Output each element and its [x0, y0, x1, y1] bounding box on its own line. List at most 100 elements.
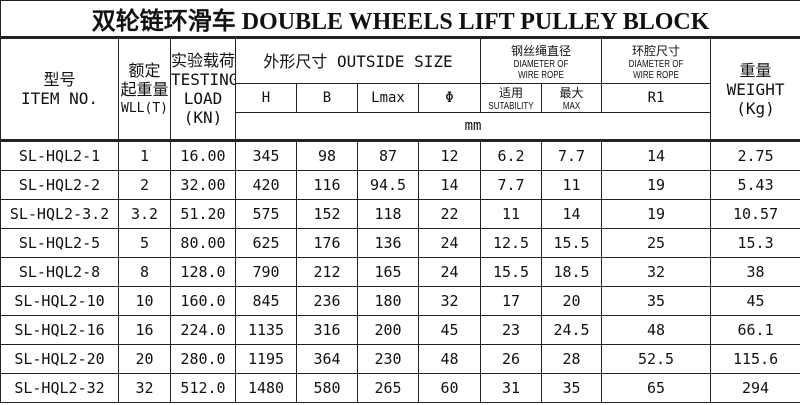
cell-wll: 32	[118, 373, 171, 403]
cell-r1: 65	[601, 373, 711, 403]
cell-weight: 294	[709, 373, 800, 403]
table-row: SL-HQL2-20 20 280.0 1195 364 230 48 26 28 52.5 115…	[0, 344, 800, 374]
table-row: SL-HQL2-32 32 512.0 1480 580 265 60 31 35 65 294	[0, 373, 800, 403]
cell-testing-load: 32.00	[170, 170, 236, 200]
header-suitability: 适用 SUTABILITY	[480, 83, 542, 113]
cell-phi: 12	[418, 139, 481, 171]
cell-r1: 14	[601, 139, 711, 171]
table-body: SL-HQL2-1 1 16.00 345 98 87 12 6.2 7.7 14 2.75 SL-H…	[0, 139, 800, 403]
cell-max: 24.5	[541, 315, 602, 345]
cell-weight: 2.75	[709, 139, 800, 171]
cell-h: 1480	[235, 373, 297, 403]
cell-testing-load: 51.20	[170, 199, 236, 229]
header-b: B	[296, 83, 358, 113]
cell-phi: 60	[418, 373, 481, 403]
cell-item-no: SL-HQL2-1	[0, 139, 119, 171]
table-row: SL-HQL2-1 1 16.00 345 98 87 12 6.2 7.7 14 2.75	[0, 139, 800, 171]
cell-max: 15.5	[541, 228, 602, 258]
header-max: 最大 MAX	[541, 83, 602, 113]
table-title: 双轮链环滑车 DOUBLE WHEELS LIFT PULLEY BLOCK	[0, 0, 800, 39]
cell-item-no: SL-HQL2-8	[0, 257, 119, 287]
cell-max: 18.5	[541, 257, 602, 287]
cell-testing-load: 512.0	[170, 373, 236, 403]
cell-b: 152	[296, 199, 358, 229]
cell-r1: 19	[601, 199, 711, 229]
cell-max: 20	[541, 286, 602, 316]
cell-b: 236	[296, 286, 358, 316]
cell-h: 420	[235, 170, 297, 200]
cell-phi: 22	[418, 199, 481, 229]
cell-lmax: 200	[357, 315, 419, 345]
cell-b: 98	[296, 139, 358, 171]
cell-h: 625	[235, 228, 297, 258]
header-unit: mm	[235, 112, 711, 141]
cell-suitability: 31	[480, 373, 542, 403]
header-wire-rope-diameter: 钢丝绳直径 DIAMETER OF WIRE ROPE	[480, 37, 602, 84]
cell-b: 212	[296, 257, 358, 287]
cell-weight: 115.6	[709, 344, 800, 374]
cell-suitability: 11	[480, 199, 542, 229]
cell-b: 116	[296, 170, 358, 200]
cell-b: 316	[296, 315, 358, 345]
table-row: SL-HQL2-2 2 32.00 420 116 94.5 14 7.7 11 19 5.43	[0, 170, 800, 200]
cell-lmax: 118	[357, 199, 419, 229]
cell-phi: 32	[418, 286, 481, 316]
cell-phi: 24	[418, 228, 481, 258]
cell-lmax: 265	[357, 373, 419, 403]
cell-r1: 35	[601, 286, 711, 316]
cell-testing-load: 80.00	[170, 228, 236, 258]
cell-h: 1195	[235, 344, 297, 374]
cell-h: 845	[235, 286, 297, 316]
header-outside-size: 外形尺寸 OUTSIDE SIZE	[235, 37, 481, 84]
cell-h: 1135	[235, 315, 297, 345]
cell-phi: 45	[418, 315, 481, 345]
cell-h: 575	[235, 199, 297, 229]
cell-wll: 20	[118, 344, 171, 374]
header-testing-load: 实验载荷 TESTING LOAD (KN)	[170, 37, 236, 141]
cell-wll: 10	[118, 286, 171, 316]
cell-item-no: SL-HQL2-5	[0, 228, 119, 258]
cell-lmax: 136	[357, 228, 419, 258]
cell-max: 28	[541, 344, 602, 374]
cell-b: 176	[296, 228, 358, 258]
table-row: SL-HQL2-10 10 160.0 845 236 180 32 17 20 35 45	[0, 286, 800, 316]
cell-phi: 24	[418, 257, 481, 287]
cell-suitability: 26	[480, 344, 542, 374]
header-lmax: Lmax	[357, 83, 419, 113]
cell-max: 14	[541, 199, 602, 229]
header-phi: Φ	[418, 83, 481, 113]
header-r1: R1	[601, 83, 711, 113]
cell-b: 580	[296, 373, 358, 403]
cell-weight: 10.57	[709, 199, 800, 229]
cell-suitability: 17	[480, 286, 542, 316]
cell-r1: 25	[601, 228, 711, 258]
cell-suitability: 12.5	[480, 228, 542, 258]
cell-lmax: 94.5	[357, 170, 419, 200]
cell-testing-load: 280.0	[170, 344, 236, 374]
table-row: SL-HQL2-5 5 80.00 625 176 136 24 12.5 15.5 25 15.3	[0, 228, 800, 258]
cell-h: 790	[235, 257, 297, 287]
cell-item-no: SL-HQL2-20	[0, 344, 119, 374]
cell-item-no: SL-HQL2-32	[0, 373, 119, 403]
cell-h: 345	[235, 139, 297, 171]
cell-weight: 45	[709, 286, 800, 316]
cell-lmax: 165	[357, 257, 419, 287]
table-row: SL-HQL2-3.2 3.2 51.20 575 152 118 22 11 14 19 10.5…	[0, 199, 800, 229]
cell-max: 11	[541, 170, 602, 200]
table-row: SL-HQL2-8 8 128.0 790 212 165 24 15.5 18.5 32 38	[0, 257, 800, 287]
cell-suitability: 6.2	[480, 139, 542, 171]
cell-lmax: 87	[357, 139, 419, 171]
cell-testing-load: 16.00	[170, 139, 236, 171]
cell-testing-load: 128.0	[170, 257, 236, 287]
cell-wll: 1	[118, 139, 171, 171]
cell-lmax: 230	[357, 344, 419, 374]
header-weight: 重量 WEIGHT (Kg)	[709, 37, 800, 141]
header-wll: 额定 起重量 WLL(T)	[118, 37, 171, 141]
cell-testing-load: 160.0	[170, 286, 236, 316]
cell-r1: 19	[601, 170, 711, 200]
cell-r1: 48	[601, 315, 711, 345]
cell-item-no: SL-HQL2-3.2	[0, 199, 119, 229]
cell-wll: 16	[118, 315, 171, 345]
